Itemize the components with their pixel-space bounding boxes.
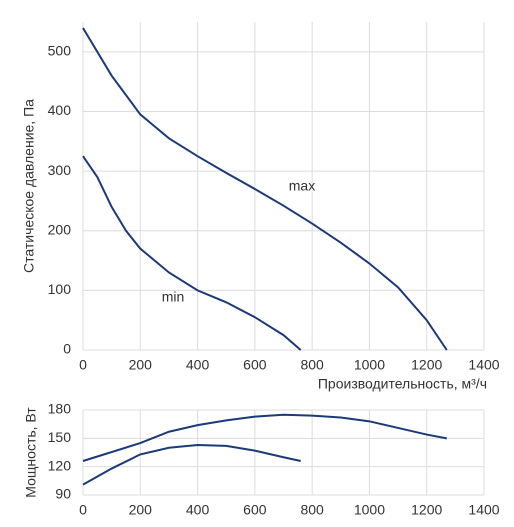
y-tick-label: 500 <box>48 43 72 59</box>
y-tick-label: 400 <box>48 102 72 118</box>
x-tick-label: 200 <box>129 357 153 373</box>
curve <box>82 443 301 486</box>
x-tick-label: 0 <box>79 502 87 518</box>
x-tick-label: 1000 <box>354 357 385 373</box>
curve-label: max <box>289 178 315 194</box>
y-tick-label: 120 <box>48 457 72 473</box>
x-tick-label: 1400 <box>468 502 499 518</box>
x-tick-label: 200 <box>129 502 153 518</box>
x-tick-label: 1000 <box>354 502 385 518</box>
y-axis-label: Статическое давление, Па <box>21 99 37 273</box>
curve <box>82 413 447 462</box>
curve <box>82 155 302 351</box>
curve <box>82 27 448 351</box>
x-tick-label: 1200 <box>411 357 442 373</box>
x-tick-label: 1200 <box>411 502 442 518</box>
x-tick-label: 0 <box>79 357 87 373</box>
y-tick-label: 150 <box>48 429 72 445</box>
x-tick-label: 400 <box>186 502 210 518</box>
x-tick-label: 600 <box>243 357 267 373</box>
x-tick-label: 800 <box>300 357 324 373</box>
y-axis-label: Мощность, Вт <box>23 407 39 498</box>
x-tick-label: 400 <box>186 357 210 373</box>
y-tick-label: 300 <box>48 162 72 178</box>
x-axis-label: Производительность, м³/ч <box>318 376 487 392</box>
y-tick-label: 0 <box>63 341 71 357</box>
y-tick-label: 100 <box>48 281 72 297</box>
y-tick-label: 200 <box>48 221 72 237</box>
y-tick-label: 180 <box>48 401 72 417</box>
x-tick-label: 800 <box>300 502 324 518</box>
curve-label: min <box>162 289 185 305</box>
x-tick-label: 1400 <box>468 357 499 373</box>
y-tick-label: 90 <box>55 486 71 502</box>
x-tick-label: 600 <box>243 502 267 518</box>
